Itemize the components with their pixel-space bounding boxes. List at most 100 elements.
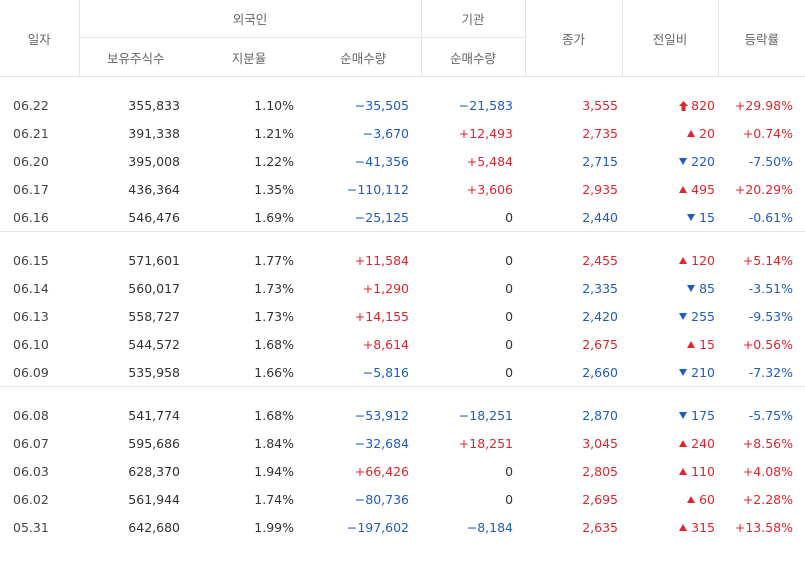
cell-holdings: 544,572 [128, 336, 180, 352]
group-spacer [0, 77, 805, 92]
cell-inst-net: 0 [505, 336, 514, 352]
cell-holdings: 535,958 [128, 364, 180, 380]
cell-change: 60 [622, 485, 718, 513]
change-value: 210 [691, 364, 716, 380]
cell-close: 2,935 [582, 181, 619, 197]
table-row: 06.22 355,833 1.10% −35,505 −21,583 3,555 820 +… [0, 91, 805, 119]
limit-up-arrow-icon [679, 100, 689, 111]
change-value: 20 [699, 125, 716, 141]
group-institution: 기관 [420, 0, 526, 38]
cell-rate: -5.75% [748, 407, 794, 423]
cell-date: 06.22 [13, 97, 49, 113]
cell-foreign-net: −197,602 [346, 519, 410, 535]
change-value: 175 [691, 407, 716, 423]
cell-holdings: 571,601 [128, 252, 180, 268]
cell-ratio: 1.66% [254, 364, 294, 380]
cell-date: 06.14 [13, 280, 49, 296]
col-change: 전일비 [621, 0, 719, 77]
cell-change: 175 [622, 401, 718, 429]
change-value: 255 [691, 308, 716, 324]
table-row: 06.08 541,774 1.68% −53,912 −18,251 2,870 175 -… [0, 401, 805, 429]
up-triangle-icon [687, 495, 696, 503]
down-triangle-icon [679, 411, 688, 419]
cell-close: 2,635 [582, 519, 619, 535]
cell-inst-net: −8,184 [466, 519, 514, 535]
cell-close: 2,455 [582, 252, 619, 268]
cell-foreign-net: −110,112 [346, 181, 410, 197]
cell-foreign-net: +1,290 [362, 280, 410, 296]
up-triangle-icon [687, 340, 696, 348]
table-row: 05.31 642,680 1.99% −197,602 −8,184 2,635 315 +… [0, 513, 805, 541]
cell-date: 06.09 [13, 364, 49, 380]
change-value: 240 [691, 435, 716, 451]
table-row: 06.14 560,017 1.73% +1,290 0 2,335 85 -3.51% [0, 274, 805, 302]
cell-ratio: 1.94% [254, 463, 294, 479]
cell-date: 06.17 [13, 181, 49, 197]
cell-rate: -3.51% [748, 280, 794, 296]
cell-date: 06.03 [13, 463, 49, 479]
cell-rate: +4.08% [742, 463, 794, 479]
down-triangle-icon [687, 284, 696, 292]
cell-rate: +20.29% [734, 181, 794, 197]
cell-rate: -7.50% [748, 153, 794, 169]
cell-date: 06.20 [13, 153, 49, 169]
up-triangle-icon [679, 256, 688, 264]
up-triangle-icon [679, 185, 688, 193]
down-triangle-icon [687, 213, 696, 221]
cell-close: 2,870 [582, 407, 619, 423]
cell-rate: +13.58% [734, 519, 794, 535]
table-row: 06.15 571,601 1.77% +11,584 0 2,455 120 +5.14% [0, 246, 805, 274]
cell-foreign-net: +66,426 [354, 463, 410, 479]
cell-close: 2,715 [582, 153, 619, 169]
up-triangle-icon [687, 129, 696, 137]
cell-inst-net: −21,583 [458, 97, 514, 113]
cell-close: 2,695 [582, 491, 619, 507]
table-row: 06.16 546,476 1.69% −25,125 0 2,440 15 -0.61% [0, 203, 805, 232]
table-row: 06.07 595,686 1.84% −32,684 +18,251 3,045 240 +… [0, 429, 805, 457]
cell-foreign-net: −53,912 [354, 407, 410, 423]
cell-holdings: 391,338 [128, 125, 180, 141]
table-row: 06.03 628,370 1.94% +66,426 0 2,805 110 +4.08% [0, 457, 805, 485]
change-value: 85 [699, 280, 716, 296]
cell-close: 3,045 [582, 435, 619, 451]
cell-ratio: 1.84% [254, 435, 294, 451]
cell-foreign-net: −25,125 [354, 209, 410, 225]
cell-change: 110 [622, 457, 718, 485]
cell-inst-net: 0 [505, 308, 514, 324]
up-triangle-icon [679, 523, 688, 531]
cell-ratio: 1.22% [254, 153, 294, 169]
cell-holdings: 541,774 [128, 407, 180, 423]
col-foreign-net: 순매수량 [306, 37, 422, 77]
cell-ratio: 1.99% [254, 519, 294, 535]
cell-change: 85 [622, 274, 718, 302]
cell-inst-net: 0 [505, 252, 514, 268]
cell-change: 240 [622, 429, 718, 457]
cell-holdings: 561,944 [128, 491, 180, 507]
cell-inst-net: +5,484 [466, 153, 514, 169]
cell-foreign-net: +11,584 [354, 252, 410, 268]
cell-rate: +8.56% [742, 435, 794, 451]
col-rate: 등락률 [717, 0, 805, 77]
change-value: 110 [691, 463, 716, 479]
table-header: 일자 외국인 기관 종가 전일비 등락률 보유주식수 지분율 순매수량 순매수량 [0, 0, 805, 77]
cell-holdings: 546,476 [128, 209, 180, 225]
change-value: 15 [699, 336, 716, 352]
cell-foreign-net: −35,505 [354, 97, 410, 113]
col-inst-net: 순매수량 [420, 37, 526, 77]
cell-holdings: 595,686 [128, 435, 180, 451]
cell-rate: -9.53% [748, 308, 794, 324]
change-value: 820 [691, 97, 716, 113]
cell-rate: +0.56% [742, 336, 794, 352]
down-triangle-icon [679, 312, 688, 320]
change-value: 220 [691, 153, 716, 169]
cell-inst-net: +3,606 [466, 181, 514, 197]
cell-inst-net: 0 [505, 280, 514, 296]
cell-inst-net: 0 [505, 209, 514, 225]
cell-ratio: 1.21% [254, 125, 294, 141]
cell-ratio: 1.73% [254, 308, 294, 324]
change-value: 495 [691, 181, 716, 197]
cell-close: 2,675 [582, 336, 619, 352]
cell-date: 06.13 [13, 308, 49, 324]
cell-date: 05.31 [13, 519, 49, 535]
cell-close: 2,335 [582, 280, 619, 296]
